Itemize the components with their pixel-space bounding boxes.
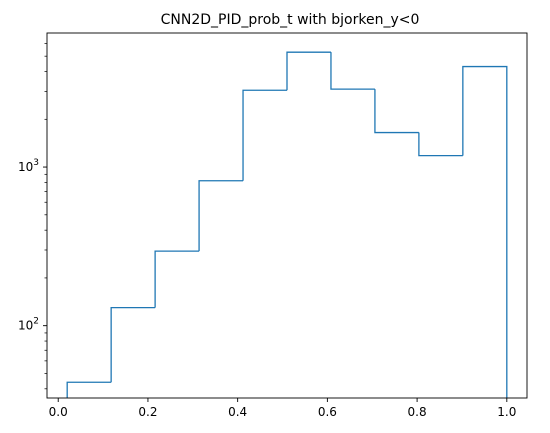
chart-title: CNN2D_PID_prob_t with bjorken_y<0 bbox=[161, 12, 420, 28]
histogram-bin bbox=[418, 132, 463, 157]
histogram-bin bbox=[242, 89, 287, 181]
x-tick-label: 0.4 bbox=[228, 405, 247, 419]
axes: 0.0 0.2 0.4 0.6 0.8 1.0 102 103 bbox=[18, 32, 528, 419]
histogram-bin bbox=[154, 250, 200, 308]
histogram-bin bbox=[110, 306, 156, 383]
x-tick-label: 0.2 bbox=[138, 405, 157, 419]
histogram-bin bbox=[198, 180, 244, 252]
x-tick-label: 1.0 bbox=[497, 405, 516, 419]
plot-area bbox=[66, 51, 508, 398]
histogram-bin bbox=[330, 52, 375, 90]
y-tick-label: 102 bbox=[18, 317, 39, 333]
histogram-bin bbox=[66, 381, 112, 398]
histogram-bin bbox=[462, 65, 508, 398]
x-tick-label: 0.8 bbox=[408, 405, 427, 419]
histogram-bin bbox=[374, 89, 419, 134]
axes-frame bbox=[46, 32, 528, 399]
y-tick-label: 103 bbox=[18, 158, 39, 174]
x-tick-label: 0.6 bbox=[318, 405, 337, 419]
x-tick-label: 0.0 bbox=[49, 405, 68, 419]
histogram-bin bbox=[286, 51, 331, 91]
